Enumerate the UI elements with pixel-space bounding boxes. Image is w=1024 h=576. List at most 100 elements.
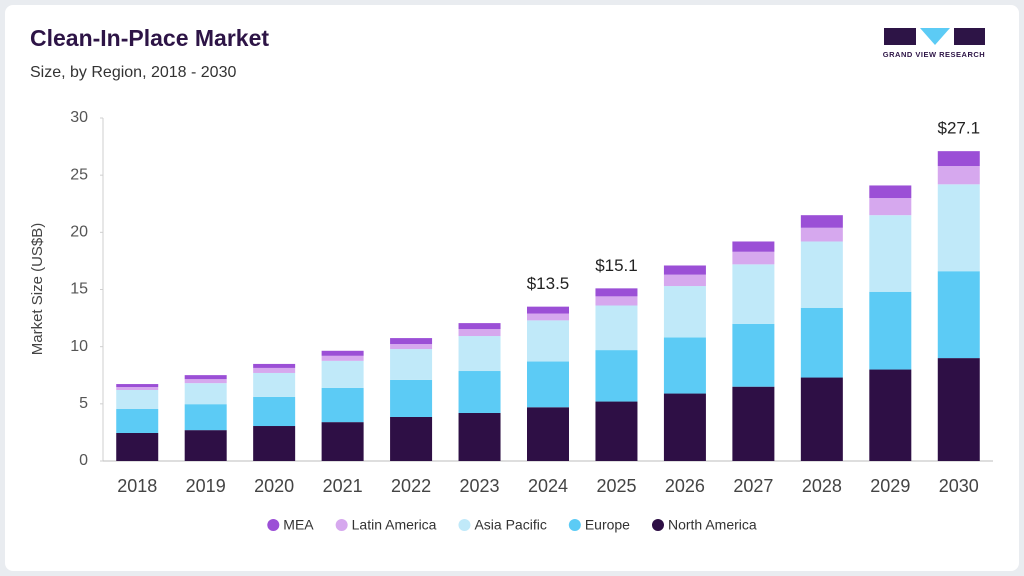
x-tick-label: 2024 (528, 476, 568, 496)
bar-segment (527, 407, 569, 461)
bar-segment (595, 296, 638, 306)
x-tick-label: 2025 (596, 476, 636, 496)
legend-label: MEA (283, 517, 314, 533)
bar-segment (800, 377, 843, 461)
bar-segment (595, 288, 638, 297)
chart-title: Clean-In-Place Market (30, 25, 269, 51)
y-tick-label: 5 (79, 395, 88, 412)
bar-segment (937, 151, 980, 167)
legend-label: Asia Pacific (474, 517, 546, 533)
legend-marker (267, 519, 280, 531)
logo: GRAND VIEW RESEARCH (883, 28, 985, 59)
bar-segment (527, 306, 569, 314)
bar-segment (458, 371, 501, 413)
logo-text: GRAND VIEW RESEARCH (883, 50, 985, 59)
x-tick-label: 2029 (870, 476, 910, 496)
bar-segment (869, 198, 912, 216)
total-label: $27.1 (937, 119, 980, 138)
bar-segment (663, 337, 706, 394)
x-tick-label: 2019 (186, 476, 226, 496)
bar-segment (253, 367, 296, 373)
logo-block (884, 28, 916, 45)
bar-segment (937, 271, 980, 359)
legend-label: Latin America (352, 517, 437, 533)
bar-segment (116, 408, 159, 433)
bar-segment (937, 166, 980, 185)
legend-marker (335, 519, 348, 531)
bar-segment (869, 215, 912, 292)
bar-segment (253, 363, 296, 368)
bar-segment (184, 375, 227, 380)
bar-segment (253, 372, 296, 397)
total-label: $13.5 (527, 274, 570, 293)
bar-segment (732, 386, 775, 461)
bar-segment (800, 307, 843, 378)
bar-segment (800, 227, 843, 242)
legend-marker (458, 519, 471, 531)
bar-segment (184, 379, 227, 384)
legend-marker (568, 519, 581, 531)
x-tick-label: 2021 (323, 476, 363, 496)
bar-segment (321, 422, 364, 461)
bar-segment (527, 320, 569, 362)
bar-segment (253, 426, 296, 461)
bar-segment (595, 350, 638, 402)
y-tick-label: 10 (70, 338, 88, 355)
x-tick-label: 2030 (939, 476, 979, 496)
bar-segment (321, 360, 364, 388)
legend-marker (651, 519, 664, 531)
bar-segment (116, 384, 159, 388)
x-tick-label: 2018 (117, 476, 157, 496)
bar-segment (321, 387, 364, 423)
bar-segment (390, 344, 433, 350)
bar-segment (800, 241, 843, 308)
bar-segment (116, 432, 159, 461)
bar-segment (869, 369, 912, 461)
bar-segment (116, 387, 159, 390)
bar-segment (458, 412, 501, 461)
bar-segment (390, 338, 433, 345)
bar-segment (663, 286, 706, 338)
bar-segment (321, 355, 364, 361)
chart-subtitle: Size, by Region, 2018 - 2030 (30, 64, 236, 81)
bar-segment (458, 323, 501, 330)
bar-segment (390, 416, 433, 461)
x-tick-label: 2028 (802, 476, 842, 496)
bar-segment (869, 291, 912, 370)
bar-segment (663, 265, 706, 275)
bar-segment (663, 393, 706, 461)
y-axis-label: Market Size (US$B) (29, 223, 46, 356)
bar-segment (184, 430, 227, 461)
x-tick-label: 2022 (391, 476, 431, 496)
x-tick-label: 2026 (665, 476, 705, 496)
legend-label: North America (668, 517, 757, 533)
bar-segment (937, 184, 980, 272)
bar-segment (116, 389, 159, 409)
y-tick-label: 15 (70, 281, 88, 298)
bar-segment (527, 313, 569, 321)
y-tick-label: 30 (70, 109, 88, 126)
bar-segment (732, 264, 775, 324)
bar-segment (458, 329, 501, 337)
x-tick-label: 2027 (733, 476, 773, 496)
x-tick-label: 2020 (254, 476, 294, 496)
y-tick-label: 25 (70, 166, 88, 183)
legend-label: Europe (585, 517, 630, 533)
bar-segment (595, 401, 638, 461)
bar-segment (321, 350, 364, 356)
bar-segment (732, 323, 775, 387)
y-tick-label: 0 (79, 452, 88, 469)
bar-segment (390, 349, 433, 380)
bar-segment (732, 241, 775, 252)
bar-segment (937, 358, 980, 461)
total-label: $15.1 (595, 256, 638, 275)
bar-segment (800, 215, 843, 228)
bar-segment (732, 251, 775, 265)
y-tick-label: 20 (70, 224, 88, 241)
logo-block (954, 28, 985, 45)
bar-segment (663, 274, 706, 287)
bar-segment (869, 185, 912, 199)
bar-segment (184, 383, 227, 405)
